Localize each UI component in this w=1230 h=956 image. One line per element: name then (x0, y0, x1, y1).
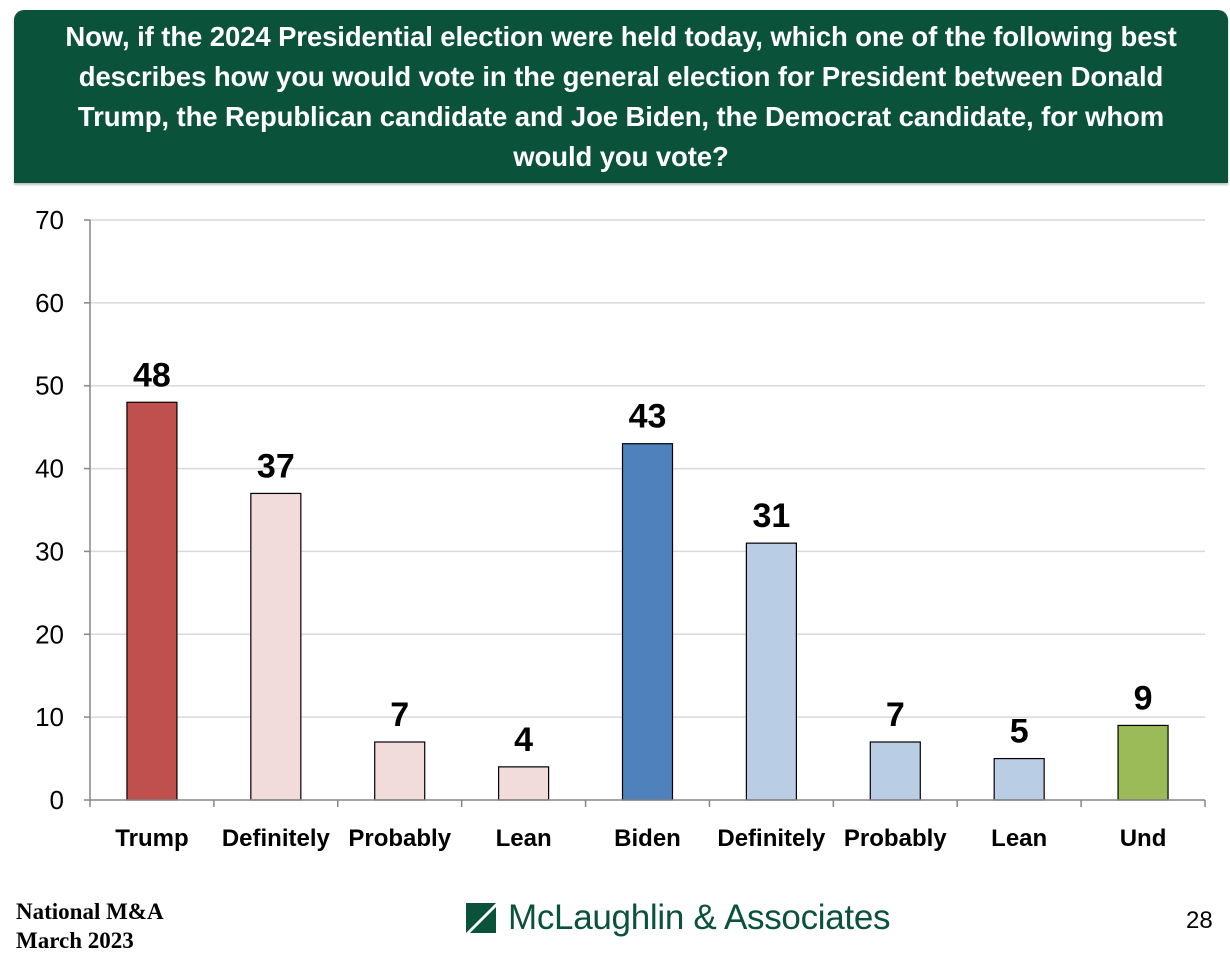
x-tick-label: Lean (496, 825, 552, 852)
data-label: 43 (629, 398, 667, 436)
bar-2 (374, 741, 426, 801)
bar-7 (993, 757, 1045, 801)
data-label: 7 (886, 696, 905, 734)
data-label: 9 (1134, 679, 1153, 717)
x-tick-label: Lean (991, 825, 1047, 852)
source-line-1: National M&A (16, 899, 164, 924)
logo-text: McLaughlin & Associates (508, 898, 891, 937)
bar-chart: 0 10 20 30 40 50 60 70 48 37 7 4 43 31 7 5 9 Trump Defin… (35, 205, 1206, 852)
data-label: 7 (390, 696, 409, 734)
data-label: 4 (514, 721, 533, 759)
bars (126, 401, 1169, 801)
y-tick-label: 70 (35, 205, 64, 235)
header-banner: Now, if the 2024 Presidential election w… (14, 10, 1228, 183)
bar-4 (621, 443, 674, 801)
y-tick-label: 0 (50, 785, 64, 815)
y-axis-ticks: 0 10 20 30 40 50 60 70 (35, 205, 90, 815)
data-label: 5 (1010, 713, 1029, 751)
x-tick-label: Biden (614, 825, 681, 852)
y-tick-label: 20 (35, 619, 64, 649)
data-labels: 48 37 7 4 43 31 7 5 9 (133, 356, 1152, 759)
bar-3 (498, 766, 550, 801)
bar-1 (250, 492, 302, 801)
data-label: 48 (133, 356, 171, 394)
data-label: 37 (257, 447, 295, 485)
bar-5 (745, 542, 797, 801)
x-axis-ticks: Trump Definitely Probably Lean Biden Definite… (115, 800, 1206, 852)
bar-6 (869, 741, 921, 801)
x-tick-label: Trump (115, 825, 188, 852)
page-title: Now, if the 2024 Presidential election w… (65, 20, 1177, 172)
axes (89, 220, 1205, 807)
x-tick-label: Definitely (222, 825, 331, 852)
y-tick-label: 30 (35, 536, 64, 566)
x-tick-label: Probably (348, 825, 451, 852)
source-line-2: March 2023 (16, 928, 134, 953)
data-label: 31 (752, 497, 790, 535)
bar-8 (1117, 724, 1169, 801)
y-tick-label: 40 (35, 454, 64, 484)
bar-0 (126, 401, 178, 801)
y-tick-label: 50 (35, 371, 64, 401)
x-tick-label: Definitely (717, 825, 826, 852)
x-tick-label: Probably (844, 825, 947, 852)
source-note: National M&A March 2023 (16, 897, 164, 955)
page-number: 28 (1186, 907, 1213, 934)
company-logo: McLaughlin & Associates (466, 898, 891, 938)
y-tick-label: 60 (35, 288, 64, 318)
y-tick-label: 10 (35, 702, 64, 732)
logo-mark-icon (466, 903, 496, 933)
x-tick-label: Und (1120, 825, 1167, 852)
